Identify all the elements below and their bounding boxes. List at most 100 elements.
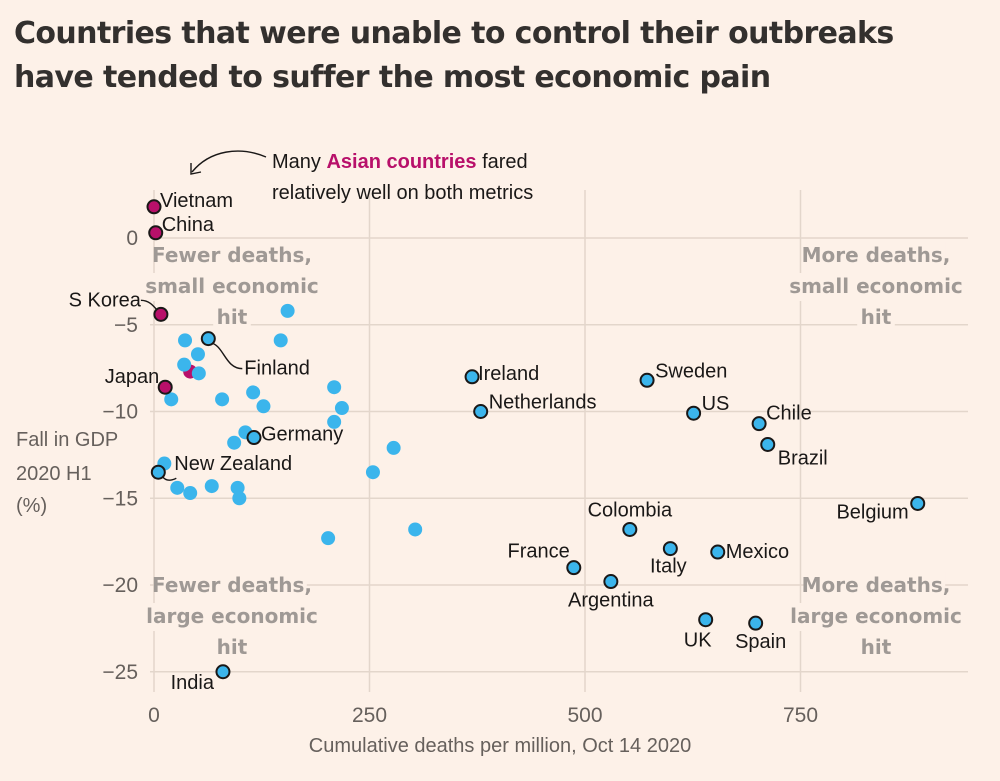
quadrant-label-mask [806,242,946,270]
data-point-uk [698,612,714,628]
x-tick-label: 750 [783,704,818,727]
point-label-argentina: Argentina [568,590,654,612]
quadrant-label-line: hit [861,635,892,659]
quadrant-label-line: large economic [146,604,318,628]
y-tick-label: 0 [126,227,138,250]
point-label-vietnam: Vietnam [160,190,233,212]
quadrant-label-line: large economic [790,604,962,628]
data-point [164,392,179,407]
y-axis-title: Fall in GDP 2020 H1 (%) [16,429,118,517]
data-point-netherlands [473,404,489,419]
y-axis-title-line-1: Fall in GDP [16,429,118,451]
quadrant-label-line: hit [217,305,248,329]
data-point-india [215,664,231,680]
data-point-china [148,225,164,241]
point-label-japan: Japan [105,366,160,388]
data-point-chile [751,416,767,432]
quadrant-label-mask [213,634,251,662]
data-point-colombia [622,521,638,537]
point-label-belgium: Belgium [836,501,908,523]
data-point [246,385,261,400]
annotation-line-1: Many Asian countries fared [272,151,528,173]
data-point-japan [157,379,173,395]
point-label-us: US [702,393,730,415]
leader-line-finland [212,342,243,370]
point-label-china: China [162,214,215,236]
quadrant-label-line: hit [217,635,248,659]
leader-line-new-zealand [161,475,177,481]
data-point [256,399,271,414]
chart-title: Countries that were unable to control th… [14,12,994,100]
quadrant-label-mask [795,273,957,301]
y-tick-label: −20 [102,574,138,597]
data-point [227,435,242,450]
y-tick-label: −10 [102,401,138,424]
quadrant-label-line: hit [861,305,892,329]
point-label-india: India [171,672,215,694]
data-point [327,380,342,395]
quadrant-label-line: Fewer deaths, [152,243,312,267]
data-point [365,465,380,480]
data-point-belgium [910,495,926,511]
chart-title-line-2: have tended to suffer the most economic … [14,60,771,95]
point-label-colombia: Colombia [588,499,673,521]
point-label-brazil: Brazil [778,447,828,469]
quadrant-label-mask [151,273,313,301]
quadrant-label-top-right: More deaths, small economic hit [789,242,963,332]
quadrant-label-top-left: Fewer deaths, small economic hit [145,242,319,332]
x-tick-label: 0 [148,704,160,727]
quadrant-label-mask [795,603,957,631]
point-label-ireland: Ireland [478,363,539,385]
data-point-france [566,560,582,576]
quadrant-label-mask [857,634,895,662]
data-point [177,357,192,372]
quadrant-label-line: Fewer deaths, [152,573,312,597]
point-label-italy: Italy [650,556,687,578]
data-point-finland [200,331,216,347]
data-point-ireland [464,369,480,385]
quadrant-label-line: small economic [145,274,319,298]
data-point-italy [662,541,678,557]
y-axis-title-line-3: (%) [16,495,47,517]
point-label-spain: Spain [735,631,786,653]
quadrant-label-line: small economic [789,274,963,298]
point-label-sweden: Sweden [655,360,727,382]
chart-title-line-1: Countries that were unable to control th… [14,16,894,51]
data-point [280,303,295,318]
data-point [273,333,288,348]
arrowhead-icon [190,163,202,175]
data-point-sweden [639,372,655,388]
data-point-s-korea [153,306,169,322]
y-tick-label: −25 [102,661,138,684]
axis-ticks: 0 −5 −10 −15 −20 −25 0 250 500 750 [102,227,818,727]
annotation-line-2: relatively well on both metrics [272,182,533,204]
point-label-s-korea: S Korea [69,289,142,311]
data-point [191,366,206,381]
point-label-netherlands: Netherlands [489,392,597,414]
point-label-uk: UK [684,630,712,652]
data-point [183,486,198,501]
data-point-new-zealand [150,464,166,480]
data-point-spain [748,615,764,631]
data-point-vietnam [146,199,162,215]
data-point [170,480,185,495]
quadrant-label-line: More deaths, [802,243,951,267]
data-points [146,199,926,680]
data-point [190,347,205,362]
point-label-chile: Chile [766,403,812,425]
point-label-mexico: Mexico [726,541,789,563]
curved-arrow-icon [191,150,267,173]
quadrant-label-mask [806,572,946,600]
quadrant-label-bottom-left: Fewer deaths, large economic hit [146,572,318,662]
quadrant-label-bottom-right: More deaths, large economic hit [790,572,962,662]
data-point [178,333,193,348]
quadrant-label-mask [213,304,251,332]
quadrant-label-mask [151,603,313,631]
x-tick-label: 500 [567,704,602,727]
data-point [321,531,336,546]
data-point-mexico [710,544,726,560]
quadrant-label-mask [157,572,307,600]
